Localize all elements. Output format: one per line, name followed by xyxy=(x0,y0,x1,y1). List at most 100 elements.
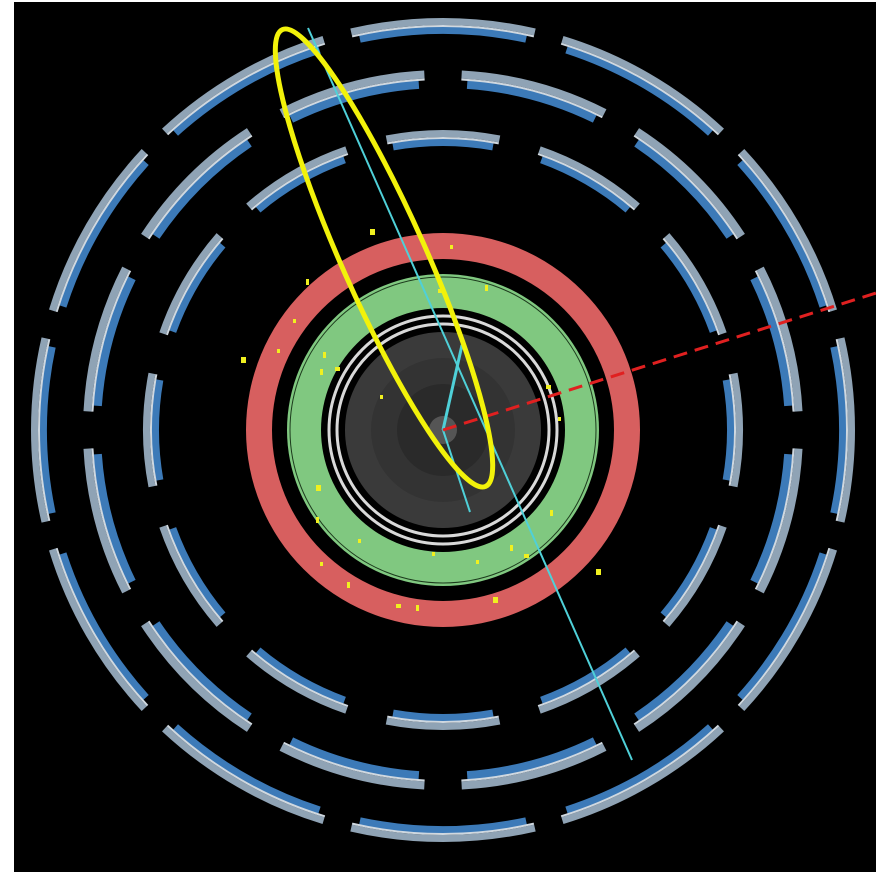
muon-chamber-outer-blue-slab xyxy=(58,552,149,701)
muon-chamber-middle-steel-slab xyxy=(141,128,252,239)
muon-chamber-outer-steel-slab xyxy=(49,149,147,312)
muon-chamber-outer-blue-slab xyxy=(58,159,149,308)
muon-chamber-middle-steel-slab xyxy=(83,266,130,412)
energy-deposit xyxy=(438,289,443,293)
energy-deposit xyxy=(485,285,488,291)
muon-chamber-outer-blue-slab xyxy=(830,346,847,514)
muon-chamber-outer-steel-slab xyxy=(837,337,855,523)
event-display-scene xyxy=(14,2,876,872)
muon-chamber-middle-steel-slab xyxy=(634,128,745,239)
energy-deposit xyxy=(524,554,529,558)
event-display-viewer xyxy=(14,2,876,872)
muon-chamber-inner-blue-slab xyxy=(660,527,718,618)
muon-chamber-outer-steel-slab xyxy=(350,18,536,36)
muon-chamber-inner-blue-slab xyxy=(660,242,718,333)
muon-chamber-middle-steel-slab xyxy=(279,743,425,790)
energy-deposit xyxy=(335,367,340,371)
muon-chamber-inner-steel-slab xyxy=(538,651,640,714)
muon-chamber-inner-steel-slab xyxy=(385,130,501,143)
energy-deposit xyxy=(558,417,561,421)
muon-chamber-inner-blue-slab xyxy=(392,138,494,151)
muon-chamber-inner-steel-slab xyxy=(246,651,348,714)
muon-chamber-middle-blue-slab xyxy=(152,139,252,239)
solenoid-ring-inner xyxy=(335,322,551,538)
muon-chamber-outer-stripe xyxy=(351,822,535,835)
muon-chamber-middle-steel-slab xyxy=(141,621,252,732)
muon-chamber-outer-steel-slab xyxy=(561,36,724,134)
muon-chamber-middle-steel-slab xyxy=(83,448,130,594)
muon-chamber-outer-blue-slab xyxy=(737,159,828,308)
energy-deposit xyxy=(320,369,323,375)
muon-chamber-outer-stripe xyxy=(37,338,51,522)
muon-chamber-middle-blue-slab xyxy=(466,737,597,781)
muon-chamber-middle-blue-slab xyxy=(92,276,136,407)
muon-chamber-outer-blue-slab xyxy=(172,724,321,815)
muon-chamber-outer-blue-slab xyxy=(737,552,828,701)
energy-deposit xyxy=(396,604,401,608)
muon-chamber-inner-blue-slab xyxy=(168,527,226,618)
muon-chamber-outer-steel-slab xyxy=(561,726,724,824)
muon-chamber-outer-stripe xyxy=(835,338,849,522)
muon-chamber-inner-steel-slab xyxy=(664,233,727,335)
energy-deposit xyxy=(293,319,296,323)
energy-deposit xyxy=(241,357,246,363)
muon-chamber-inner-stripe xyxy=(387,137,499,145)
muon-chamber-outer-steel-slab xyxy=(49,548,147,711)
energy-deposit xyxy=(596,569,601,575)
muon-chamber-middle-steel-slab xyxy=(634,621,745,732)
muon-chamber-inner-blue-slab xyxy=(151,379,164,481)
muon-chamber-middle-blue-slab xyxy=(750,453,794,584)
energy-deposit xyxy=(432,552,435,556)
highlight-ellipse xyxy=(272,26,496,490)
muon-chamber-inner-steel-slab xyxy=(538,146,640,209)
muon-chamber-outer-steel-slab xyxy=(739,149,837,312)
muon-chamber-middle-steel-slab xyxy=(756,448,803,594)
muon-chamber-outer-blue-slab xyxy=(359,817,527,835)
muon-chamber-middle-blue-slab xyxy=(634,139,734,239)
muon-chamber-middle-blue-slab xyxy=(466,79,597,123)
energy-deposit xyxy=(380,395,383,399)
muon-chamber-outer-blue-slab xyxy=(565,45,714,136)
muon-chamber-inner-steel-slab xyxy=(664,525,727,627)
muon-chamber-middle-blue-slab xyxy=(634,621,734,721)
muon-chamber-inner-steel-slab xyxy=(159,525,222,627)
muon-chamber-inner-blue-slab xyxy=(722,379,735,481)
muon-chamber-outer-stripe xyxy=(351,24,535,38)
muon-chamber-inner-blue-slab xyxy=(255,647,346,705)
muon-chamber-outer-blue-slab xyxy=(359,26,527,43)
muon-chamber-outer-blue-slab xyxy=(565,724,714,815)
muon-chamber-inner-steel-slab xyxy=(246,146,348,209)
energy-deposit xyxy=(358,539,361,543)
muon-chamber-middle-blue-slab xyxy=(289,79,420,123)
energy-deposit xyxy=(316,517,319,523)
track-layer xyxy=(272,26,876,761)
muon-chamber-middle-steel-slab xyxy=(461,70,607,117)
muon-chamber-inner-stripe xyxy=(150,374,158,486)
muon-chamber-outer-steel-slab xyxy=(350,824,536,842)
missing-transverse-energy xyxy=(442,291,876,432)
energy-deposit xyxy=(320,562,323,566)
energy-deposit xyxy=(493,597,498,603)
energy-deposit xyxy=(416,605,419,611)
energy-deposit xyxy=(476,560,479,564)
muon-chamber-layer xyxy=(31,18,855,842)
muon-chamber-middle-steel-slab xyxy=(461,743,607,790)
muon-chamber-inner-blue-slab xyxy=(168,242,226,333)
muon-chamber-inner-steel-slab xyxy=(385,717,501,730)
muon-chamber-middle-blue-slab xyxy=(750,276,794,407)
energy-deposit xyxy=(450,245,453,249)
muon-chamber-outer-blue-slab xyxy=(38,346,56,514)
muon-chamber-inner-stripe xyxy=(728,374,736,486)
muon-chamber-inner-blue-slab xyxy=(255,155,346,213)
muon-chamber-middle-blue-slab xyxy=(152,621,252,721)
muon-chamber-outer-steel-slab xyxy=(31,337,49,523)
energy-deposit xyxy=(277,349,280,353)
energy-deposit xyxy=(323,352,326,358)
energy-deposit xyxy=(550,510,553,516)
energy-deposit xyxy=(370,229,375,235)
muon-chamber-outer-steel-slab xyxy=(162,726,325,824)
muon-chamber-middle-blue-slab xyxy=(92,453,136,584)
muon-chamber-middle-steel-slab xyxy=(279,70,425,117)
energy-deposit xyxy=(510,545,513,551)
short-track xyxy=(441,344,464,431)
